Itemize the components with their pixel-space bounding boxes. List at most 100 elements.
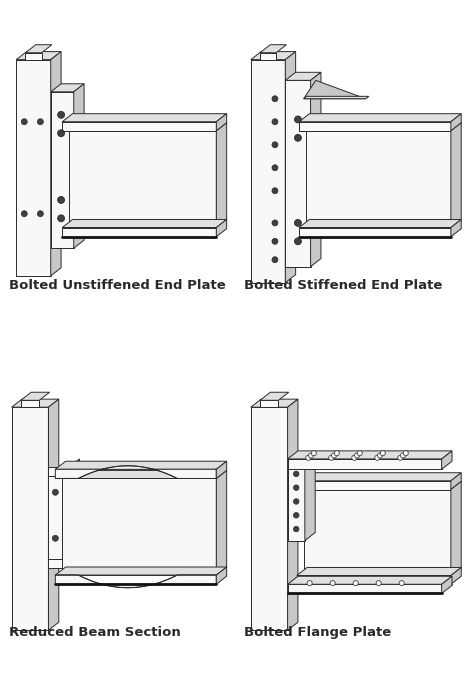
Polygon shape <box>251 52 296 59</box>
Polygon shape <box>306 131 451 227</box>
Circle shape <box>272 142 278 148</box>
Circle shape <box>294 116 301 123</box>
Polygon shape <box>251 407 288 630</box>
Polygon shape <box>260 400 278 407</box>
Circle shape <box>399 581 404 585</box>
Text: Reduced Beam Section: Reduced Beam Section <box>9 626 181 639</box>
Polygon shape <box>442 576 452 594</box>
Circle shape <box>52 489 58 495</box>
Polygon shape <box>260 44 286 53</box>
Polygon shape <box>285 52 296 283</box>
Polygon shape <box>62 219 227 227</box>
Polygon shape <box>288 399 298 630</box>
Circle shape <box>334 451 339 456</box>
Circle shape <box>58 197 64 204</box>
Polygon shape <box>26 53 42 59</box>
Polygon shape <box>310 72 321 266</box>
Text: Bolted Flange Plate: Bolted Flange Plate <box>244 626 391 639</box>
Circle shape <box>293 527 299 532</box>
Circle shape <box>272 188 278 194</box>
Text: Bolted Unstiffened End Plate: Bolted Unstiffened End Plate <box>9 279 226 292</box>
Circle shape <box>21 119 27 125</box>
Circle shape <box>377 453 383 458</box>
Circle shape <box>293 512 299 518</box>
Polygon shape <box>260 392 289 400</box>
Polygon shape <box>288 451 452 459</box>
Circle shape <box>293 471 299 477</box>
Polygon shape <box>62 122 216 131</box>
Polygon shape <box>288 461 315 469</box>
Polygon shape <box>48 476 69 559</box>
Polygon shape <box>51 84 84 92</box>
Polygon shape <box>62 471 227 479</box>
Polygon shape <box>288 469 305 540</box>
Polygon shape <box>69 131 216 227</box>
Polygon shape <box>306 123 461 131</box>
Circle shape <box>294 135 301 141</box>
Polygon shape <box>451 219 461 237</box>
Circle shape <box>58 215 64 222</box>
Polygon shape <box>451 568 461 584</box>
Circle shape <box>272 238 278 245</box>
Circle shape <box>352 456 357 460</box>
Polygon shape <box>285 81 310 266</box>
Circle shape <box>376 581 381 585</box>
Circle shape <box>306 456 311 460</box>
Polygon shape <box>216 471 227 575</box>
Polygon shape <box>62 227 216 237</box>
Polygon shape <box>69 459 80 568</box>
Polygon shape <box>21 392 50 400</box>
Polygon shape <box>26 44 52 53</box>
Circle shape <box>272 220 278 226</box>
Circle shape <box>355 453 360 458</box>
Polygon shape <box>299 113 461 122</box>
Circle shape <box>375 456 380 460</box>
Polygon shape <box>299 227 451 237</box>
Polygon shape <box>451 123 461 227</box>
Polygon shape <box>16 52 61 59</box>
Polygon shape <box>55 466 216 479</box>
Polygon shape <box>299 219 461 227</box>
Polygon shape <box>304 482 461 490</box>
Polygon shape <box>288 584 442 594</box>
Polygon shape <box>297 568 461 576</box>
Polygon shape <box>451 113 461 131</box>
Polygon shape <box>55 575 216 587</box>
Polygon shape <box>55 567 227 575</box>
Circle shape <box>294 238 301 245</box>
Polygon shape <box>12 399 59 407</box>
Polygon shape <box>451 482 461 576</box>
Circle shape <box>331 453 337 458</box>
Circle shape <box>311 451 316 456</box>
Circle shape <box>357 451 362 456</box>
Polygon shape <box>251 59 285 283</box>
Polygon shape <box>297 576 451 584</box>
Polygon shape <box>297 473 461 481</box>
Polygon shape <box>51 92 74 248</box>
Polygon shape <box>69 123 227 131</box>
Polygon shape <box>62 113 227 122</box>
Polygon shape <box>216 219 227 237</box>
Polygon shape <box>21 400 39 407</box>
Circle shape <box>398 456 403 460</box>
Polygon shape <box>74 84 84 248</box>
Polygon shape <box>216 123 227 227</box>
Circle shape <box>330 581 335 585</box>
Circle shape <box>272 257 278 263</box>
Circle shape <box>293 499 299 504</box>
Circle shape <box>309 453 314 458</box>
Circle shape <box>37 119 44 125</box>
Circle shape <box>58 111 64 118</box>
Polygon shape <box>216 113 227 131</box>
Circle shape <box>37 211 44 217</box>
Polygon shape <box>48 559 69 568</box>
Polygon shape <box>251 399 298 407</box>
Polygon shape <box>48 467 69 476</box>
Polygon shape <box>16 59 51 276</box>
Polygon shape <box>216 461 227 479</box>
Polygon shape <box>304 96 369 99</box>
Polygon shape <box>51 52 61 276</box>
Polygon shape <box>299 122 451 131</box>
Circle shape <box>307 581 312 585</box>
Polygon shape <box>304 81 366 99</box>
